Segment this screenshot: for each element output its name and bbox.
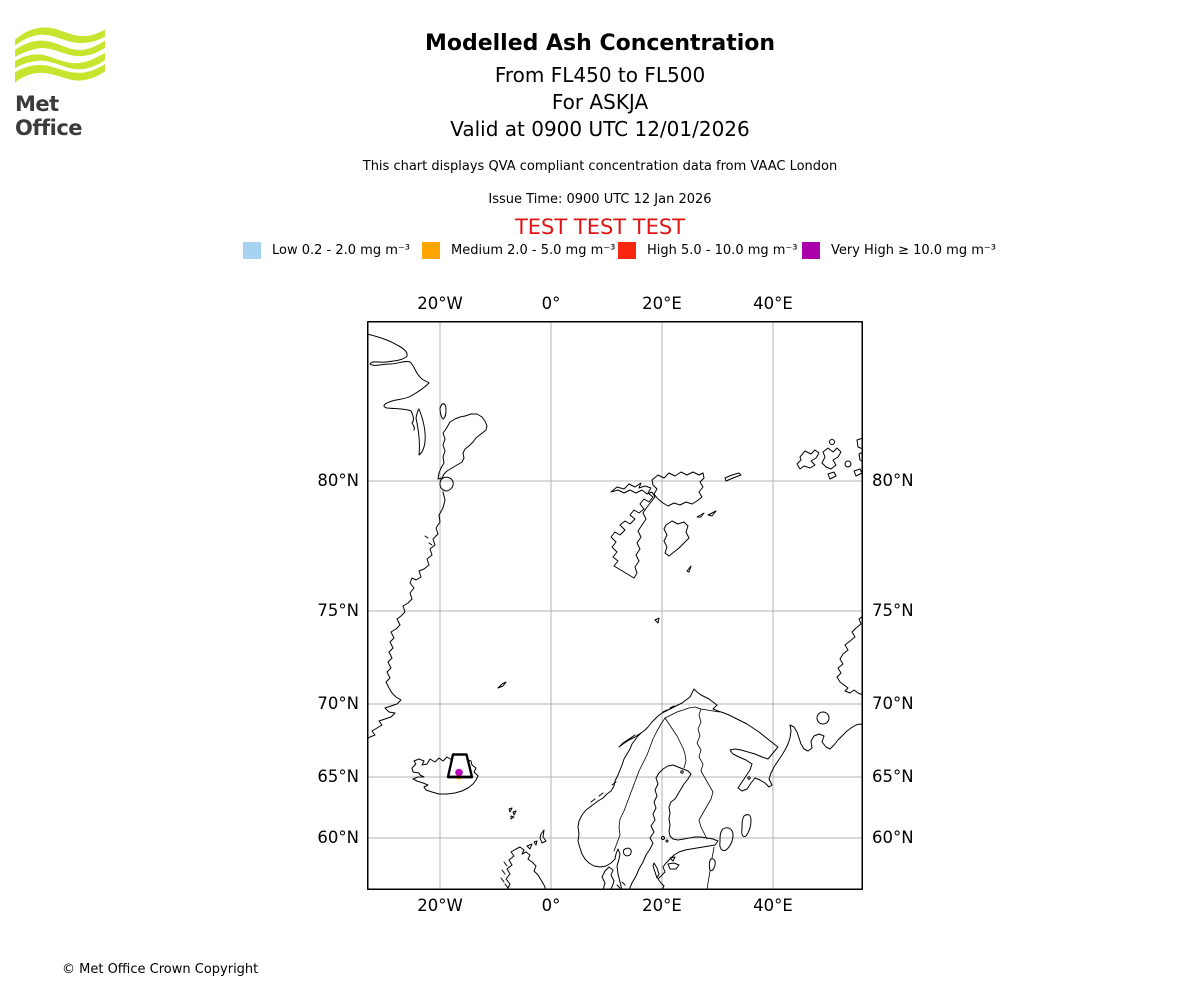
test-banner: TEST TEST TEST bbox=[514, 215, 686, 239]
axis-bottom-0: 0° bbox=[541, 896, 561, 915]
coast-jan-mayen bbox=[497, 681, 507, 689]
coast-kolguyev bbox=[816, 711, 830, 725]
coast-baltic bbox=[628, 764, 719, 890]
ash-very-high-blob bbox=[455, 768, 463, 777]
page-title: Modelled Ash Concentration bbox=[424, 31, 776, 56]
country-borders bbox=[613, 706, 720, 890]
axis-bottom-20w: 20°W bbox=[417, 896, 463, 915]
met-office-logo-text: Met Office bbox=[15, 92, 83, 140]
legend-swatch-low bbox=[243, 241, 261, 259]
coast-novaya-zemlya bbox=[836, 615, 863, 696]
coast-hebrides bbox=[500, 861, 509, 889]
axis-top-40e: 40°E bbox=[753, 294, 793, 313]
met-office-logo-waves bbox=[15, 27, 105, 83]
coastlines bbox=[367, 333, 863, 890]
coast-aland-2 bbox=[665, 839, 669, 843]
coast-kvitoya bbox=[724, 472, 742, 482]
legend-item-high: High 5.0 - 10.0 mg m⁻³ bbox=[618, 241, 798, 259]
white-sea-islet bbox=[747, 776, 751, 780]
coast-scotland bbox=[505, 846, 547, 890]
coast-nordaustlandet bbox=[651, 471, 705, 507]
graticule bbox=[367, 321, 863, 890]
lake-ladoga bbox=[719, 827, 734, 851]
axis-top-20w: 20°W bbox=[417, 294, 463, 313]
axis-right-65n: 65°N bbox=[872, 767, 914, 786]
coast-kong-karls-land bbox=[696, 510, 717, 518]
border-sweden-finland bbox=[664, 717, 687, 769]
map-canvas bbox=[367, 321, 863, 890]
legend-label-high: High 5.0 - 10.0 mg m⁻³ bbox=[647, 242, 798, 258]
axis-left-75n: 75°N bbox=[317, 601, 359, 620]
map-panel bbox=[367, 321, 863, 890]
coast-greenland-ne bbox=[437, 413, 488, 480]
logo-wave-band bbox=[15, 27, 105, 83]
copyright-notice: © Met Office Crown Copyright bbox=[62, 962, 259, 977]
issue-time: Issue Time: 0900 UTC 12 Jan 2026 bbox=[488, 192, 712, 207]
coast-bear-island bbox=[654, 617, 660, 624]
coast-norway-islands bbox=[590, 705, 675, 803]
coast-saaremaa bbox=[667, 856, 680, 870]
axis-top-20e: 20°E bbox=[642, 294, 682, 313]
legend-swatch-medium bbox=[422, 241, 440, 259]
coast-greenland-80n-loop bbox=[439, 476, 454, 492]
axis-left-60n: 60°N bbox=[317, 828, 359, 847]
coast-greenland-sliver bbox=[439, 403, 447, 420]
coast-gotland bbox=[652, 862, 660, 879]
coast-greenland-glacier bbox=[415, 408, 426, 456]
coast-denmark bbox=[601, 866, 626, 890]
axis-bottom-40e: 40°E bbox=[753, 896, 793, 915]
axis-right-70n: 70°N bbox=[872, 694, 914, 713]
axis-right-80n: 80°N bbox=[872, 471, 914, 490]
axis-bottom-20e: 20°E bbox=[642, 896, 682, 915]
legend-label-very-high: Very High ≥ 10.0 mg m⁻³ bbox=[831, 242, 996, 258]
border-norway-sweden bbox=[613, 717, 666, 852]
axis-left-80n: 80°N bbox=[317, 471, 359, 490]
ash-overlay bbox=[446, 753, 474, 780]
axis-right-60n: 60°N bbox=[872, 828, 914, 847]
coast-greenland-north bbox=[367, 333, 430, 431]
axis-right-75n: 75°N bbox=[872, 601, 914, 620]
coast-edgeoya bbox=[663, 520, 690, 557]
axis-top-0: 0° bbox=[541, 294, 561, 313]
lake-vanern bbox=[622, 847, 632, 857]
border-finland-russia bbox=[664, 706, 720, 840]
legend-swatch-very-high bbox=[802, 241, 820, 259]
legend-label-medium: Medium 2.0 - 5.0 mg m⁻³ bbox=[451, 242, 616, 258]
volcano-line: For ASKJA bbox=[551, 90, 649, 114]
coast-iceland bbox=[411, 755, 479, 795]
coast-lofoten bbox=[618, 732, 642, 748]
coast-franz-josef-land bbox=[796, 437, 863, 480]
coast-shetland bbox=[539, 829, 547, 844]
axis-left-70n: 70°N bbox=[317, 694, 359, 713]
flight-levels-line: From FL450 to FL500 bbox=[494, 63, 706, 87]
met-office-logo: Met Office bbox=[15, 27, 111, 140]
legend-label-low: Low 0.2 - 2.0 mg m⁻³ bbox=[272, 242, 410, 258]
coast-fennoscandia-russia bbox=[577, 688, 863, 890]
qva-note: This chart displays QVA compliant concen… bbox=[362, 159, 838, 174]
map-frame bbox=[367, 321, 863, 890]
lake-peipus bbox=[708, 858, 716, 872]
coast-greenland-east bbox=[367, 491, 446, 740]
coast-faroes bbox=[508, 807, 517, 820]
valid-time-line: Valid at 0900 UTC 12/01/2026 bbox=[450, 117, 750, 141]
coast-greenland-islets bbox=[424, 535, 433, 546]
coast-aland-1 bbox=[661, 836, 665, 840]
legend-item-very-high: Very High ≥ 10.0 mg m⁻³ bbox=[802, 241, 996, 259]
legend-swatch-high bbox=[618, 241, 636, 259]
lake-onega bbox=[741, 814, 752, 838]
legend-item-low: Low 0.2 - 2.0 mg m⁻³ bbox=[243, 241, 410, 259]
border-estonia-russia bbox=[706, 846, 715, 890]
coast-orkney bbox=[526, 840, 538, 850]
axis-left-65n: 65°N bbox=[317, 767, 359, 786]
bothnia-islet bbox=[680, 770, 684, 774]
coast-hopen bbox=[686, 565, 692, 573]
coast-spitsbergen bbox=[610, 482, 656, 579]
legend-item-medium: Medium 2.0 - 5.0 mg m⁻³ bbox=[422, 241, 615, 259]
